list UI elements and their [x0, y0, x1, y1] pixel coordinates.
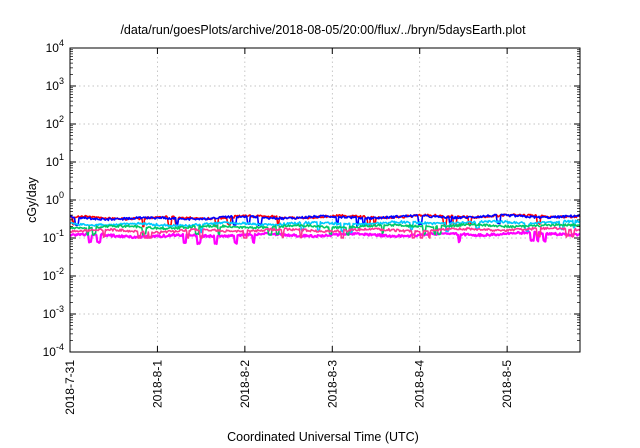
grid [70, 48, 580, 352]
y-tick-label: 104 [46, 38, 64, 55]
series-line [69, 226, 581, 239]
y-tick-label: 10-4 [43, 342, 64, 359]
x-tick-label: 2018-8-2 [238, 360, 252, 408]
chart-title: /data/run/goesPlots/archive/2018-08-05/2… [120, 23, 526, 37]
x-tick-label: 2018-8-4 [413, 360, 427, 408]
series-line [69, 219, 581, 234]
y-tick-label: 10-1 [43, 228, 64, 245]
y-tick-label: 102 [46, 114, 64, 131]
x-tick-label: 2018-8-1 [150, 360, 164, 408]
x-axis: 2018-7-31 2018-8-1 2018-8-2 2018-8-3 2018-8-… [63, 48, 514, 415]
x-axis-label: Coordinated Universal Time (UTC) [227, 430, 419, 444]
y-tick-label: 10-3 [43, 304, 64, 321]
y-tick-label: 100 [46, 190, 64, 207]
y-tick-label: 103 [46, 76, 64, 93]
x-tick-label: 2018-7-31 [63, 360, 77, 415]
series-group [69, 213, 581, 246]
y-axis-label: cGy/day [25, 176, 39, 223]
x-tick-label: 2018-8-3 [325, 360, 339, 408]
y-tick-label: 10-2 [43, 266, 64, 283]
y-tick-label: 101 [46, 152, 64, 169]
series-line [69, 230, 581, 246]
series-line [70, 213, 581, 227]
series-line [69, 222, 581, 236]
y-axis: 10-4 10-3 10-2 10-1 100 101 102 103 104 [43, 38, 580, 359]
x-tick-label: 2018-8-5 [500, 360, 514, 408]
